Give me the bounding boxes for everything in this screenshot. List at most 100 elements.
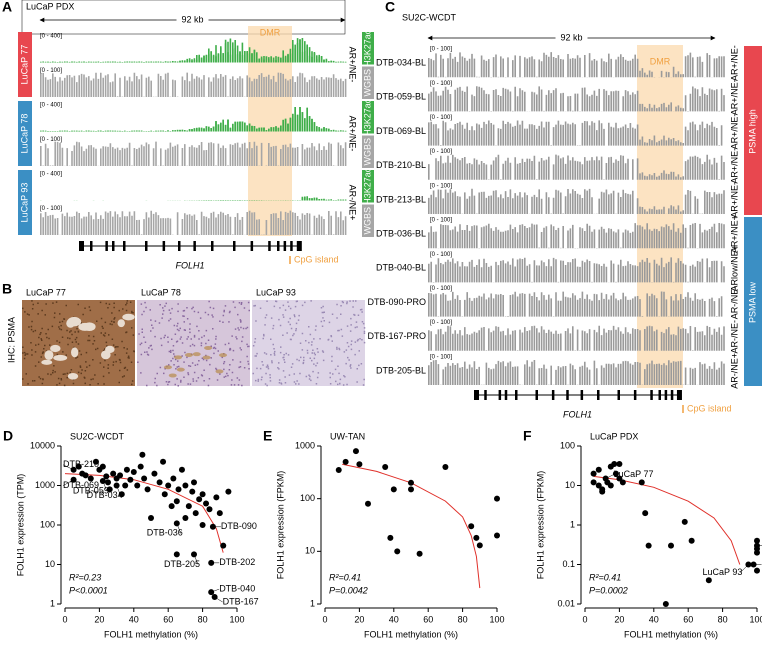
point (170, 475, 177, 482)
point (110, 470, 117, 477)
exon (296, 241, 302, 251)
point (117, 472, 124, 479)
y-tick-label: 0.01 (557, 598, 575, 608)
cpg-label: CpG island (294, 254, 339, 264)
sample-status: AR-/NE+ (348, 185, 358, 221)
point (182, 482, 189, 489)
sample-status: AR+/NE- (348, 47, 358, 83)
y-tick-label: 10 (45, 559, 55, 569)
exon (162, 241, 166, 251)
x-tick-label: 20 (354, 614, 364, 624)
ihc-lumen (117, 319, 125, 328)
exon (633, 390, 637, 400)
point (192, 510, 199, 517)
track-range: [0 - 100] (40, 206, 62, 212)
ihc-lumen (105, 345, 115, 354)
point (473, 534, 480, 541)
point (134, 482, 141, 489)
point (754, 567, 760, 574)
exon (178, 241, 181, 251)
y-tick-label: 100 (560, 440, 575, 450)
point (611, 461, 618, 468)
exon (597, 390, 600, 400)
x-tick-label: 100 (489, 614, 504, 624)
point (352, 448, 359, 455)
point (607, 482, 614, 489)
sample-name: DTB-213-BL (376, 194, 426, 204)
dmr-label: DMR (650, 56, 671, 66)
ihc-stain (192, 352, 201, 357)
track-range: [0 - 100] (430, 252, 452, 258)
point (342, 458, 349, 465)
panel-title: SU2C-WCDT (402, 12, 456, 22)
y-tick-label: 1000 (35, 480, 55, 490)
signal-texture (40, 107, 347, 132)
point (599, 488, 606, 495)
point (173, 498, 180, 505)
sample-status: AR+/NE- (729, 79, 739, 115)
exon (193, 241, 196, 251)
point (365, 500, 371, 507)
track-range: [0 - 100] (430, 149, 452, 155)
point (681, 518, 688, 525)
point (595, 466, 602, 473)
x-tick-label: 60 (683, 614, 693, 624)
signal-texture (428, 223, 725, 249)
exon (474, 390, 479, 400)
span-label-bg (555, 32, 588, 44)
exon (504, 390, 508, 400)
point-label: DTB-090 (221, 521, 257, 531)
point (178, 466, 185, 473)
point (156, 479, 163, 486)
stat: P=0.0042 (329, 585, 368, 595)
point (645, 542, 652, 549)
exon (277, 241, 280, 251)
point (616, 461, 623, 468)
exon (145, 241, 148, 251)
ihc-stain (219, 353, 228, 358)
exon (566, 390, 569, 400)
point (754, 537, 760, 544)
exon (484, 390, 487, 400)
label-leader (605, 474, 614, 479)
dmr-highlight (248, 26, 292, 236)
point (87, 475, 94, 482)
sample-box (18, 170, 32, 235)
sample-status: AR+/NE+ (729, 215, 739, 253)
span-label-bg (176, 14, 209, 26)
sample-name: DTB-040-BL (376, 263, 426, 273)
x-label: FOLH1 methylation (%) (104, 629, 198, 639)
point (189, 488, 196, 495)
exon (79, 241, 84, 251)
y-tick-label: 1 (50, 598, 55, 608)
track-range: [0 - 100] (430, 218, 452, 224)
point (668, 542, 674, 549)
point (408, 486, 414, 493)
exon (290, 241, 293, 251)
panel-title: LuCaP PDX (590, 431, 638, 441)
sample-name: LuCaP 77 (19, 45, 29, 85)
ihc-lumen (44, 350, 54, 361)
ihc-lumen (122, 313, 135, 321)
gene-name: FOLH1 (563, 409, 592, 419)
assay-name: WGBS (362, 207, 372, 235)
y-label: FOLH1 expression (FPKM) (275, 471, 285, 580)
sample-name: DTB-090-PRO (367, 297, 426, 307)
point (161, 491, 168, 498)
sample-name: DTB-205-BL (376, 365, 426, 375)
point (590, 470, 597, 477)
point (206, 506, 213, 513)
point (75, 463, 82, 470)
y-tick-label: 0.1 (562, 559, 575, 569)
assay-name: H3K27ac (362, 98, 372, 136)
stat: R²=0.41 (589, 572, 621, 582)
point (185, 503, 192, 510)
assay-name: WGBS (362, 138, 372, 166)
ihc-lumen (53, 354, 68, 361)
x-tick-label: 40 (389, 614, 399, 624)
y-tick-label: 100 (40, 519, 55, 529)
sample-name: DTB-034-BL (376, 57, 426, 67)
point (99, 463, 106, 470)
point (148, 515, 154, 522)
signal-texture (40, 196, 347, 201)
